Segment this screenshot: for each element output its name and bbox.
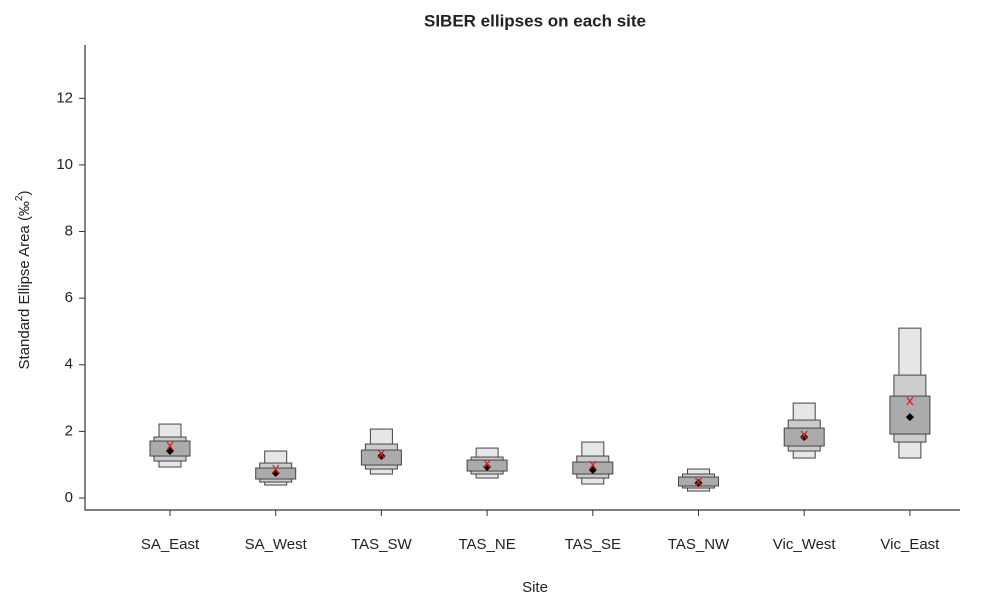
sea-c-stroke bbox=[166, 441, 174, 451]
x-tick-label: SA_East bbox=[141, 536, 200, 553]
y-axis-label: Standard Ellipse Area (‰2) bbox=[14, 191, 33, 370]
y-axis-label-text: Standard Ellipse Area (‰ bbox=[16, 201, 33, 369]
y-tick-label: 10 bbox=[56, 156, 73, 173]
mode-point bbox=[800, 433, 809, 442]
sea-c-marker bbox=[589, 460, 597, 470]
sea-c-stroke bbox=[377, 449, 385, 459]
x-tick-label: TAS_NE bbox=[458, 536, 515, 553]
sea-c-stroke bbox=[589, 460, 597, 470]
x-tick-label: TAS_NW bbox=[668, 536, 730, 553]
x-tick-label: TAS_SE bbox=[565, 536, 621, 553]
sea-c-stroke bbox=[694, 477, 703, 487]
x-tick-label: Vic_East bbox=[880, 536, 940, 553]
y-tick-label: 4 bbox=[65, 356, 73, 373]
sea-c-stroke bbox=[800, 430, 808, 440]
x-tick-label: Vic_West bbox=[773, 536, 837, 553]
sea-c-marker bbox=[906, 396, 914, 406]
y-tick-label: 12 bbox=[56, 89, 73, 106]
x-axis-label: Site bbox=[522, 579, 548, 596]
x-tick-label: TAS_SW bbox=[351, 536, 412, 553]
sea-c-stroke bbox=[272, 464, 280, 474]
y-tick-label: 8 bbox=[65, 223, 73, 240]
y-axis-label-tail: ) bbox=[16, 191, 33, 196]
chart-title: SIBER ellipses on each site bbox=[424, 11, 646, 30]
sea-c-stroke bbox=[483, 459, 491, 469]
y-tick-label: 6 bbox=[65, 289, 73, 306]
y-tick-label: 2 bbox=[65, 422, 73, 439]
mode-point bbox=[377, 452, 386, 461]
sea-c-marker bbox=[377, 449, 385, 459]
sea-c-marker bbox=[166, 441, 174, 451]
sea-c-marker bbox=[483, 459, 491, 469]
x-tick-label: SA_West bbox=[245, 536, 308, 553]
mode-point bbox=[483, 463, 492, 472]
sea-c-stroke bbox=[906, 396, 914, 406]
y-axis-label-sup: 2 bbox=[14, 195, 25, 201]
axes bbox=[84, 45, 960, 511]
sea-c-marker bbox=[800, 430, 808, 440]
sea-c-marker bbox=[694, 477, 703, 487]
sea-c-marker bbox=[272, 464, 280, 474]
mode-point bbox=[905, 413, 914, 422]
y-tick-label: 0 bbox=[65, 489, 73, 506]
